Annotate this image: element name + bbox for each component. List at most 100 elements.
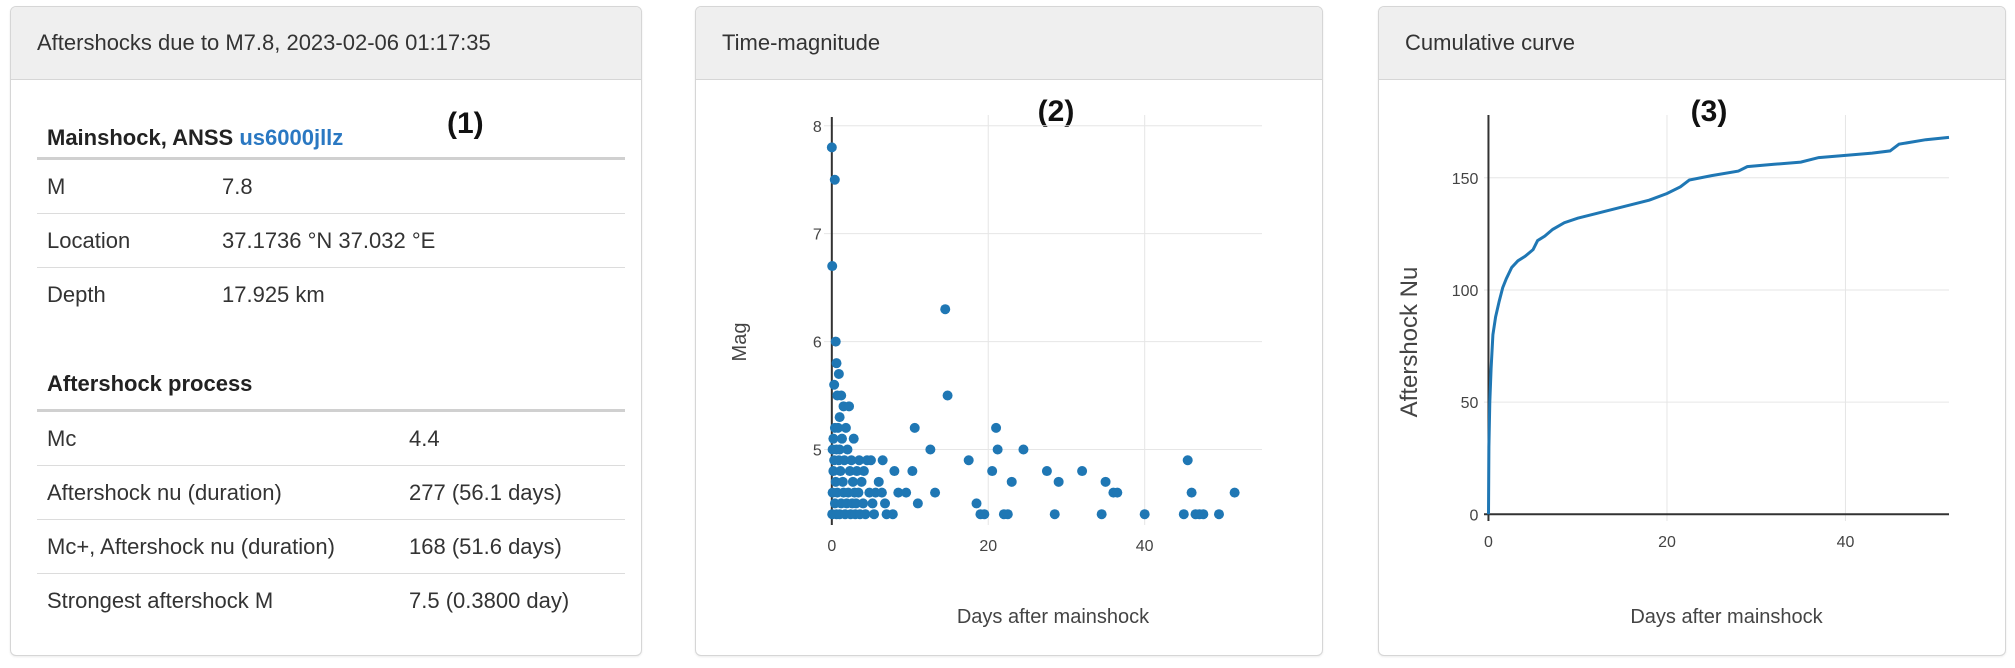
process-title: Aftershock process <box>47 371 253 396</box>
scatter-point <box>851 466 862 477</box>
panel2-header: Time-magnitude <box>696 7 1322 80</box>
scatter-point <box>963 455 974 466</box>
info-value: 7.8 <box>212 157 625 214</box>
scatter-point <box>876 487 887 498</box>
panel3-label: (3) <box>1691 95 1728 128</box>
process-table: Mc 4.4 Aftershock nu (duration) 277 (56.1 d… <box>37 409 625 627</box>
cumulative-chart: (3) 0 20 40 0 50 100 150 Days after mainshock Af… <box>1396 95 1950 628</box>
scatter-point <box>858 498 869 509</box>
info-row: M 7.8 <box>37 157 625 214</box>
y-axis-label: Mag <box>729 323 751 362</box>
x-tick-label: 20 <box>1658 534 1676 551</box>
y-tick-label: 100 <box>1452 283 1479 300</box>
mainshock-title: Mainshock, ANSS us6000jllz <box>47 125 343 151</box>
scatter-point <box>893 487 904 498</box>
scatter-point <box>971 498 982 509</box>
scatter-point <box>867 498 878 509</box>
info-key: Mc <box>37 409 399 466</box>
info-key: Depth <box>37 267 212 321</box>
scatter-point <box>853 487 864 498</box>
scatter-point <box>880 498 891 509</box>
scatter-point <box>1229 487 1240 498</box>
scatter-point <box>942 390 953 401</box>
scatter-point <box>842 444 853 455</box>
x-tick-label: 40 <box>1837 534 1855 551</box>
cumulative-line <box>1487 135 1950 515</box>
x-tick-label: 20 <box>979 538 997 555</box>
y-tick-label: 8 <box>813 119 822 136</box>
panel3-header: Cumulative curve <box>1379 7 2005 80</box>
panel1-header: Aftershocks due to M7.8, 2023-02-06 01:1… <box>11 7 641 80</box>
scatter-point <box>1006 476 1017 487</box>
y-tick-label: 6 <box>813 335 822 352</box>
info-key: Location <box>37 213 212 268</box>
scatter-point <box>860 509 871 520</box>
scatter-point <box>826 142 837 153</box>
scatter-point <box>830 336 841 347</box>
time-magnitude-chart: (2) 0 20 40 5 6 7 8 Days after mainshock Mag <box>729 95 1262 628</box>
y-tick-label: 150 <box>1452 171 1479 188</box>
time-magnitude-panel: Time-magnitude (2) 0 20 40 5 6 7 8 Days after m… <box>695 6 1323 656</box>
scatter-point <box>869 509 880 520</box>
scatter-point <box>1112 487 1123 498</box>
scatter-point <box>1041 466 1052 477</box>
mainshock-table: M 7.8 Location 37.1736 °N 37.032 °E Depth 17.… <box>37 157 625 321</box>
scatter-point <box>828 466 839 477</box>
scatter-point <box>828 433 839 444</box>
scatter-point <box>1096 509 1107 520</box>
y-tick-label: 50 <box>1461 395 1479 412</box>
scatter-point <box>1100 476 1111 487</box>
scatter-point <box>907 466 918 477</box>
info-key: Mc+, Aftershock nu (duration) <box>37 519 399 574</box>
scatter-point <box>837 476 848 487</box>
scatter-point <box>844 466 855 477</box>
scatter-point <box>991 422 1002 433</box>
cumulative-panel: Cumulative curve (3) 0 20 40 0 50 100 150 Days … <box>1378 6 2006 656</box>
scatter-point <box>1186 487 1197 498</box>
scatter-point <box>833 422 844 433</box>
info-row: Strongest aftershock M 7.5 (0.3800 day) <box>37 573 625 627</box>
scatter-point <box>830 476 841 487</box>
scatter-point <box>1178 509 1189 520</box>
scatter-point <box>829 379 840 390</box>
scatter-point <box>1049 509 1060 520</box>
info-row: Aftershock nu (duration) 277 (56.1 days) <box>37 465 625 520</box>
info-value: 168 (51.6 days) <box>399 519 625 574</box>
scatter-point <box>873 476 884 487</box>
scatter-point <box>889 466 900 477</box>
mainshock-id-link[interactable]: us6000jllz <box>239 125 344 150</box>
scatter-point <box>877 455 888 466</box>
x-tick-label: 0 <box>827 538 836 555</box>
scatter-point <box>840 422 851 433</box>
scatter-point <box>834 444 845 455</box>
scatter-point <box>979 509 990 520</box>
scatter-point <box>987 466 998 477</box>
scatter-point <box>912 498 923 509</box>
scatter-point <box>834 412 845 423</box>
info-value: 37.1736 °N 37.032 °E <box>212 213 625 268</box>
info-value: 7.5 (0.3800 day) <box>399 573 625 627</box>
x-tick-label: 40 <box>1136 538 1154 555</box>
info-key: M <box>37 157 212 214</box>
scatter-point <box>901 487 912 498</box>
scatter-point <box>1213 509 1224 520</box>
scatter-point <box>992 444 1003 455</box>
scatter-point <box>848 433 859 444</box>
scatter-point <box>831 358 842 369</box>
mainshock-title-text: Mainshock, ANSS <box>47 125 240 150</box>
scatter-point <box>854 455 865 466</box>
scatter-point <box>887 509 898 520</box>
scatter-point <box>851 498 862 509</box>
scatter-point <box>940 304 951 315</box>
panel2-label: (2) <box>1038 95 1075 128</box>
scatter-point <box>846 455 857 466</box>
info-value: 4.4 <box>399 409 625 466</box>
scatter-point <box>1077 466 1088 477</box>
scatter-point <box>1139 509 1150 520</box>
info-row: Mc 4.4 <box>37 409 625 466</box>
scatter-point <box>836 433 847 444</box>
x-axis-label: Days after mainshock <box>957 606 1150 628</box>
scatter-point <box>1053 476 1064 487</box>
scatter-point <box>844 401 855 412</box>
scatter-point <box>1002 509 1013 520</box>
